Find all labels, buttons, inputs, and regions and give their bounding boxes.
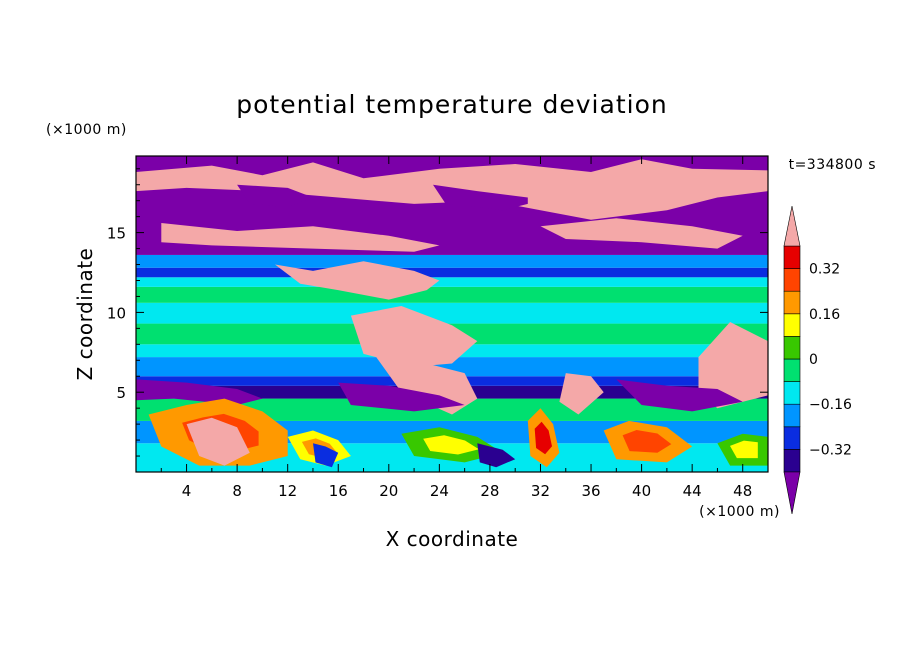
heatmap-region <box>559 373 604 415</box>
x-tick-label: 20 <box>379 482 398 500</box>
heatmap-region <box>534 421 552 455</box>
heatmap-band <box>136 302 768 324</box>
x-tick-label: 48 <box>733 482 752 500</box>
colorbar-label: 0.32 <box>809 262 840 278</box>
heatmap-band <box>136 357 768 377</box>
x-tick-label: 12 <box>278 482 297 500</box>
y-units: (×1000 m) <box>46 122 127 138</box>
colorbar-segment <box>783 313 801 337</box>
x-tick-label: 40 <box>632 482 651 500</box>
colorbar-segment <box>783 426 801 450</box>
colorbar-segment <box>783 290 801 315</box>
plot-frame <box>135 155 769 473</box>
heatmap-region <box>730 440 758 459</box>
x-tick-label: 8 <box>232 482 242 500</box>
colorbar-segment <box>783 336 801 360</box>
heatmap-region <box>622 430 672 453</box>
heatmap-region <box>698 322 768 409</box>
heatmap-region <box>161 223 440 252</box>
heatmap-region <box>275 261 440 300</box>
colorbar-segment <box>783 449 801 473</box>
x-axis: 4 8 12 16 20 24 28 32 36 40 44 48 <box>160 156 752 500</box>
y-axis: 5 10 15 <box>107 168 768 457</box>
colorbar-segment <box>783 358 801 382</box>
heatmap-region <box>376 357 478 415</box>
colorbar-label: −0.32 <box>809 442 852 458</box>
heatmap-region <box>313 443 339 468</box>
heatmap-region <box>540 218 743 249</box>
x-units: (×1000 m) <box>699 504 780 520</box>
x-tick-label: 28 <box>480 482 499 500</box>
y-tick-label: 10 <box>107 304 126 322</box>
colorbar-min-arrow <box>783 471 801 515</box>
colorbar-segment <box>783 403 801 428</box>
heatmap-region <box>186 417 250 466</box>
colorbar-label: −0.16 <box>809 397 852 413</box>
heatmap-region <box>616 379 743 412</box>
heatmap-region <box>338 382 465 412</box>
heatmap-band <box>136 277 768 287</box>
heatmap-region <box>423 435 479 455</box>
x-tick-label: 24 <box>430 482 449 500</box>
x-tick-label: 4 <box>182 482 192 500</box>
y-tick-label: 5 <box>116 384 126 402</box>
heatmap-region <box>477 443 516 468</box>
heatmap-region <box>433 184 528 211</box>
colorbar-segment <box>783 245 801 269</box>
x-tick-label: 32 <box>531 482 550 500</box>
colorbar-segment <box>783 268 801 292</box>
x-axis-label: X coordinate <box>386 527 519 551</box>
heatmap-field <box>136 156 768 472</box>
chart-title: potential temperature deviation <box>236 90 667 119</box>
heatmap-region <box>237 184 313 208</box>
heatmap-region <box>136 379 263 405</box>
y-axis-label: Z coordinate <box>73 248 97 381</box>
heatmap-band <box>136 267 768 278</box>
time-label: t=334800 s <box>789 157 876 173</box>
x-tick-label: 36 <box>581 482 600 500</box>
colorbar: 0.32 0.16 0 −0.16 −0.32 <box>783 205 852 515</box>
y-tick-label: 15 <box>107 225 126 243</box>
colorbar-max-arrow <box>783 205 801 247</box>
heatmap-band <box>136 254 768 268</box>
colorbar-label: 0.16 <box>809 307 840 323</box>
colorbar-segment <box>783 381 801 405</box>
x-tick-label: 16 <box>329 482 348 500</box>
colorbar-label: 0 <box>809 352 818 368</box>
x-tick-label: 44 <box>683 482 702 500</box>
heatmap-band <box>136 286 768 303</box>
heatmap-region <box>350 306 478 367</box>
